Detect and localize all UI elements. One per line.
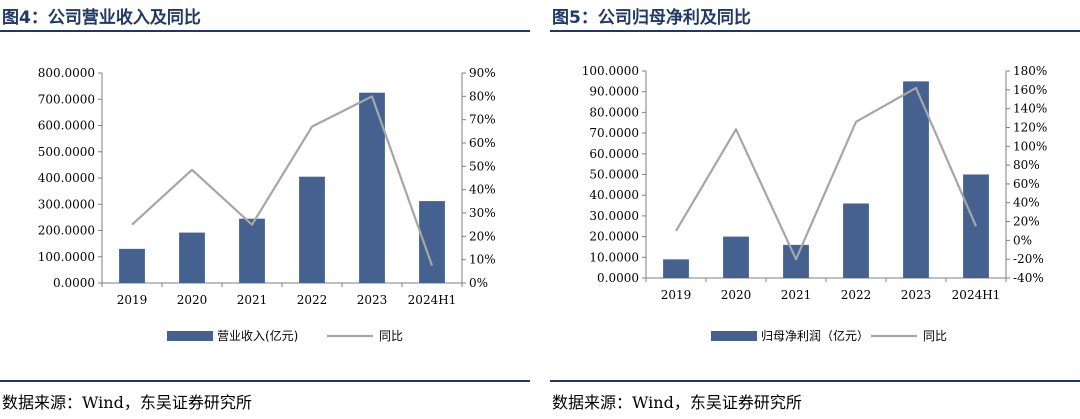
x-tick-label: 2021 [237, 293, 268, 307]
right-tick-label: 120% [1013, 120, 1047, 134]
x-tick-label: 2020 [721, 288, 752, 302]
left-tick-label: 800.0000 [38, 66, 95, 80]
source-rule [550, 380, 1080, 382]
bar [299, 176, 325, 283]
legend-bar-label: 营业收入(亿元) [217, 328, 298, 343]
bar [903, 81, 929, 278]
x-tick-label: 2019 [661, 288, 692, 302]
x-tick-label: 2022 [841, 288, 872, 302]
right-tick-label: 90% [469, 66, 496, 80]
bar [119, 248, 145, 283]
right-tick-label: 70% [469, 113, 496, 127]
x-tick-label: 2019 [117, 293, 148, 307]
left-tick-label: 10.0000 [589, 250, 639, 264]
left-tick-label: 0.0000 [597, 271, 639, 285]
bar [359, 92, 385, 283]
left-tick-label: 0.0000 [53, 276, 95, 290]
bar [723, 236, 749, 278]
data-source: 数据来源：Wind，东吴证券研究所 [2, 393, 252, 412]
legend-line-label: 同比 [379, 329, 403, 343]
left-tick-label: 200.0000 [38, 224, 95, 238]
title-rule [550, 30, 1080, 32]
left-tick-label: 50.0000 [589, 168, 639, 182]
legend-bar-swatch [167, 331, 213, 341]
right-tick-label: 160% [1013, 83, 1047, 97]
right-tick-label: 10% [469, 253, 496, 267]
right-tick-label: 0% [469, 276, 488, 290]
left-tick-label: 100.0000 [582, 64, 639, 78]
right-tick-label: -40% [1013, 271, 1044, 285]
left-tick-label: 80.0000 [589, 105, 639, 119]
right-tick-label: 60% [469, 136, 496, 150]
title-rule [0, 30, 530, 32]
right-tick-label: 140% [1013, 102, 1047, 116]
left-tick-label: 700.0000 [38, 92, 95, 106]
right-tick-label: 80% [1013, 158, 1040, 172]
left-tick-label: 60.0000 [589, 147, 639, 161]
net-profit-chart: 0.0000 10.0000 20.0000 30.0000 40.0000 50.000… [582, 64, 1048, 343]
right-tick-label: -20% [1013, 252, 1044, 266]
legend-bar-label: 归母净利润（亿元） [761, 328, 869, 343]
x-tick-label: 2021 [781, 288, 812, 302]
bar [663, 259, 689, 278]
left-tick-label: 100.0000 [38, 250, 95, 264]
revenue-chart-panel: 图4：公司营业收入及同比 0.0000 100.0000 200.0000 300.0… [0, 0, 530, 419]
x-tick-label: 2020 [177, 293, 208, 307]
right-tick-label: 50% [469, 159, 496, 173]
right-tick-label: 20% [1013, 215, 1040, 229]
bar [179, 232, 205, 283]
right-tick-label: 60% [1013, 177, 1040, 191]
source-rule [0, 380, 530, 382]
right-tick-label: 40% [1013, 196, 1040, 210]
bar [239, 218, 265, 283]
right-tick-label: 40% [469, 183, 496, 197]
x-tick-label: 2024H1 [952, 288, 1001, 302]
chart-title: 图4：公司营业收入及同比 [2, 8, 201, 28]
right-tick-label: 100% [1013, 139, 1047, 153]
legend-line-label: 同比 [923, 329, 947, 343]
revenue-chart: 0.0000 100.0000 200.0000 300.0000 400.0000 50… [38, 66, 496, 343]
right-tick-label: 30% [469, 206, 496, 220]
bar [783, 244, 809, 278]
left-tick-label: 30.0000 [589, 209, 639, 223]
left-tick-label: 400.0000 [38, 171, 95, 185]
left-tick-label: 40.0000 [589, 188, 639, 202]
chart-title: 图5：公司归母净利及同比 [552, 8, 751, 28]
right-tick-label: 20% [469, 229, 496, 243]
yoy-line [675, 86, 978, 261]
bar [843, 203, 869, 278]
right-tick-label: 180% [1013, 64, 1047, 78]
left-tick-label: 500.0000 [38, 145, 95, 159]
left-tick-label: 600.0000 [38, 119, 95, 133]
data-source: 数据来源：Wind，东吴证券研究所 [552, 393, 802, 412]
net-profit-chart-panel: 图5：公司归母净利及同比 0.0000 10.0000 20.0000 30.0000… [550, 0, 1080, 419]
left-tick-label: 20.0000 [589, 230, 639, 244]
left-tick-label: 300.0000 [38, 197, 95, 211]
right-tick-label: 0% [1013, 233, 1032, 247]
left-tick-label: 70.0000 [589, 126, 639, 140]
left-tick-label: 90.0000 [589, 85, 639, 99]
legend-bar-swatch [711, 331, 757, 341]
x-tick-label: 2023 [901, 288, 932, 302]
x-tick-label: 2024H1 [408, 293, 457, 307]
right-tick-label: 80% [469, 89, 496, 103]
x-tick-label: 2022 [297, 293, 328, 307]
yoy-line [131, 95, 434, 266]
x-tick-label: 2023 [357, 293, 388, 307]
